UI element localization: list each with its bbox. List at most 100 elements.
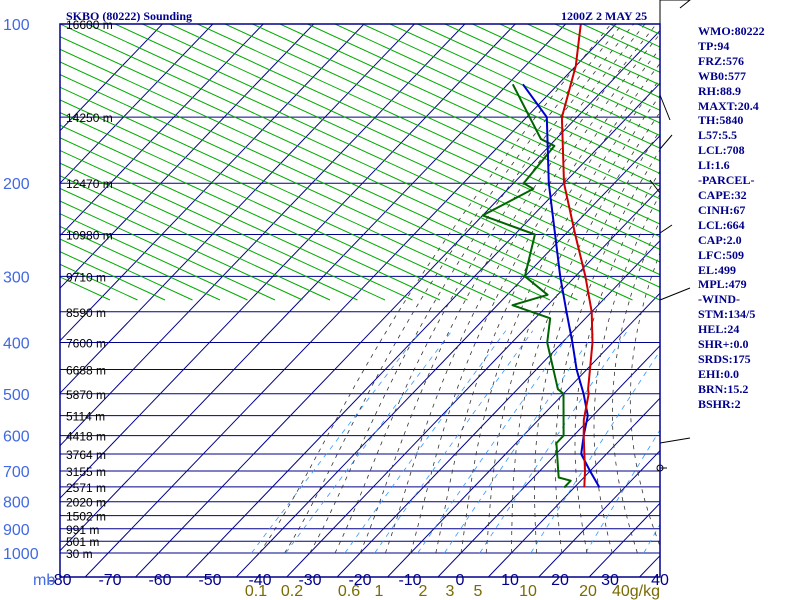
mixing-ratio-label: 2	[419, 583, 428, 600]
dry-adiabat	[334, 24, 660, 175]
mixing-ratio-line	[479, 330, 628, 554]
dry-adiabat	[60, 74, 551, 301]
height-label: 2571 m	[66, 481, 106, 495]
isotherm--80	[60, 24, 567, 552]
height-label: 8590 m	[66, 306, 106, 320]
moist-adiabat	[511, 111, 660, 554]
stat-line: SRDS:175	[698, 351, 751, 366]
moist-adiabat	[629, 251, 660, 548]
parcel-trace	[522, 83, 601, 488]
stats-panel: WMO:80222 TP:94 FRZ:576 WB0:577 RH:88.9 MAXT:…	[698, 24, 800, 412]
wind-barb	[649, 179, 661, 194]
temp-tick-label: 20	[551, 572, 569, 589]
dry-adiabat	[60, 36, 633, 301]
stat-line: HEL:24	[698, 322, 740, 337]
moist-adiabat	[593, 193, 660, 554]
dry-adiabat	[60, 137, 413, 301]
dry-adiabat	[554, 24, 660, 73]
height-label: 991 m	[66, 523, 99, 537]
temp-tick-label: -40	[248, 572, 271, 589]
moist-adiabat	[460, 78, 660, 554]
isotherm-10	[487, 397, 660, 577]
pressure-label: 400	[3, 335, 30, 352]
wind-barb	[660, 0, 691, 9]
pressure-label: 600	[3, 429, 30, 446]
stat-line: CINH:67	[698, 202, 746, 217]
mixing-ratio-label: 3	[446, 583, 455, 600]
dry-adiabat	[444, 24, 660, 124]
temp-tick-label: -80	[48, 572, 71, 589]
height-label: 10980 m	[66, 229, 113, 243]
stat-line: CAP:2.0	[698, 232, 742, 247]
dry-adiabat	[60, 61, 578, 301]
pressure-label: 300	[3, 269, 30, 286]
isobar-lines	[60, 24, 660, 577]
mixing-ratio-label: 0.2	[281, 583, 303, 600]
dry-adiabat-lines	[60, 24, 660, 301]
isotherm--140	[60, 24, 264, 237]
dewpoint-trace	[481, 83, 572, 489]
stat-line: TP:94	[698, 38, 730, 53]
stat-line: LI:1.6	[698, 158, 730, 173]
isotherm-20	[538, 449, 660, 577]
isotherm--20	[336, 239, 660, 577]
dry-adiabat	[60, 124, 441, 301]
stat-line: LCL:664	[698, 217, 745, 232]
dry-adiabat	[60, 48, 606, 301]
height-label: 6688 m	[66, 364, 106, 378]
stat-line: BSHR:2	[698, 396, 741, 411]
height-label: 2020 m	[66, 496, 106, 510]
chart-frame	[59, 23, 661, 578]
isotherm--30	[286, 187, 660, 577]
height-label: 3155 m	[66, 465, 106, 479]
mixing-ratio-label: 20	[579, 583, 597, 600]
dry-adiabat	[60, 99, 496, 301]
mixing-ratio-label: 0.6	[338, 583, 360, 600]
moist-adiabat	[435, 62, 660, 554]
stat-line: CAPE:32	[698, 187, 747, 202]
pressure-label: 500	[3, 387, 30, 404]
height-label: 4418 m	[66, 430, 106, 444]
stat-line: BRN:15.2	[698, 381, 749, 396]
stat-line: SHR+:0.0	[698, 337, 749, 352]
dry-adiabat	[279, 24, 660, 200]
wind-barb	[659, 224, 673, 234]
dry-adiabat	[307, 24, 660, 187]
mixing-ratio-label: 1	[375, 583, 384, 600]
isotherm--150	[60, 24, 214, 184]
dry-adiabat	[60, 175, 331, 301]
stat-line: TH:5840	[698, 113, 744, 128]
temp-tick-label: 30	[601, 572, 619, 589]
dry-adiabat	[197, 24, 660, 238]
dry-adiabat	[87, 24, 660, 288]
dry-adiabat	[362, 24, 660, 162]
moist-adiabat	[359, 24, 657, 554]
isotherm--40	[235, 134, 660, 577]
stat-line: L57:5.5	[698, 128, 737, 143]
isotherm--110	[60, 24, 415, 394]
dry-adiabat	[472, 24, 660, 111]
temp-tick-label: -20	[348, 572, 371, 589]
dry-adiabat	[60, 86, 523, 301]
height-label: 501 m	[66, 535, 99, 549]
dry-adiabat	[60, 111, 468, 301]
dry-adiabat	[224, 24, 660, 225]
dry-adiabat	[252, 24, 660, 213]
isotherm--60	[135, 29, 660, 577]
mixing-ratio-label: 5	[474, 583, 483, 600]
wind-barb	[659, 94, 671, 121]
dry-adiabat	[60, 225, 221, 301]
temp-tick-label: -70	[98, 572, 121, 589]
stat-line: MAXT:20.4	[698, 98, 759, 113]
mixing-ratio-label: 40g/kg	[612, 583, 660, 600]
stat-line: EL:499	[698, 262, 737, 277]
dry-adiabat	[389, 24, 660, 149]
pressure-label: 700	[3, 464, 30, 481]
isotherm-lines	[60, 24, 660, 577]
height-label: 14250 m	[66, 111, 113, 125]
dry-adiabat	[142, 24, 660, 263]
pressure-label: 100	[3, 17, 30, 34]
height-label: 5114 m	[66, 410, 105, 424]
